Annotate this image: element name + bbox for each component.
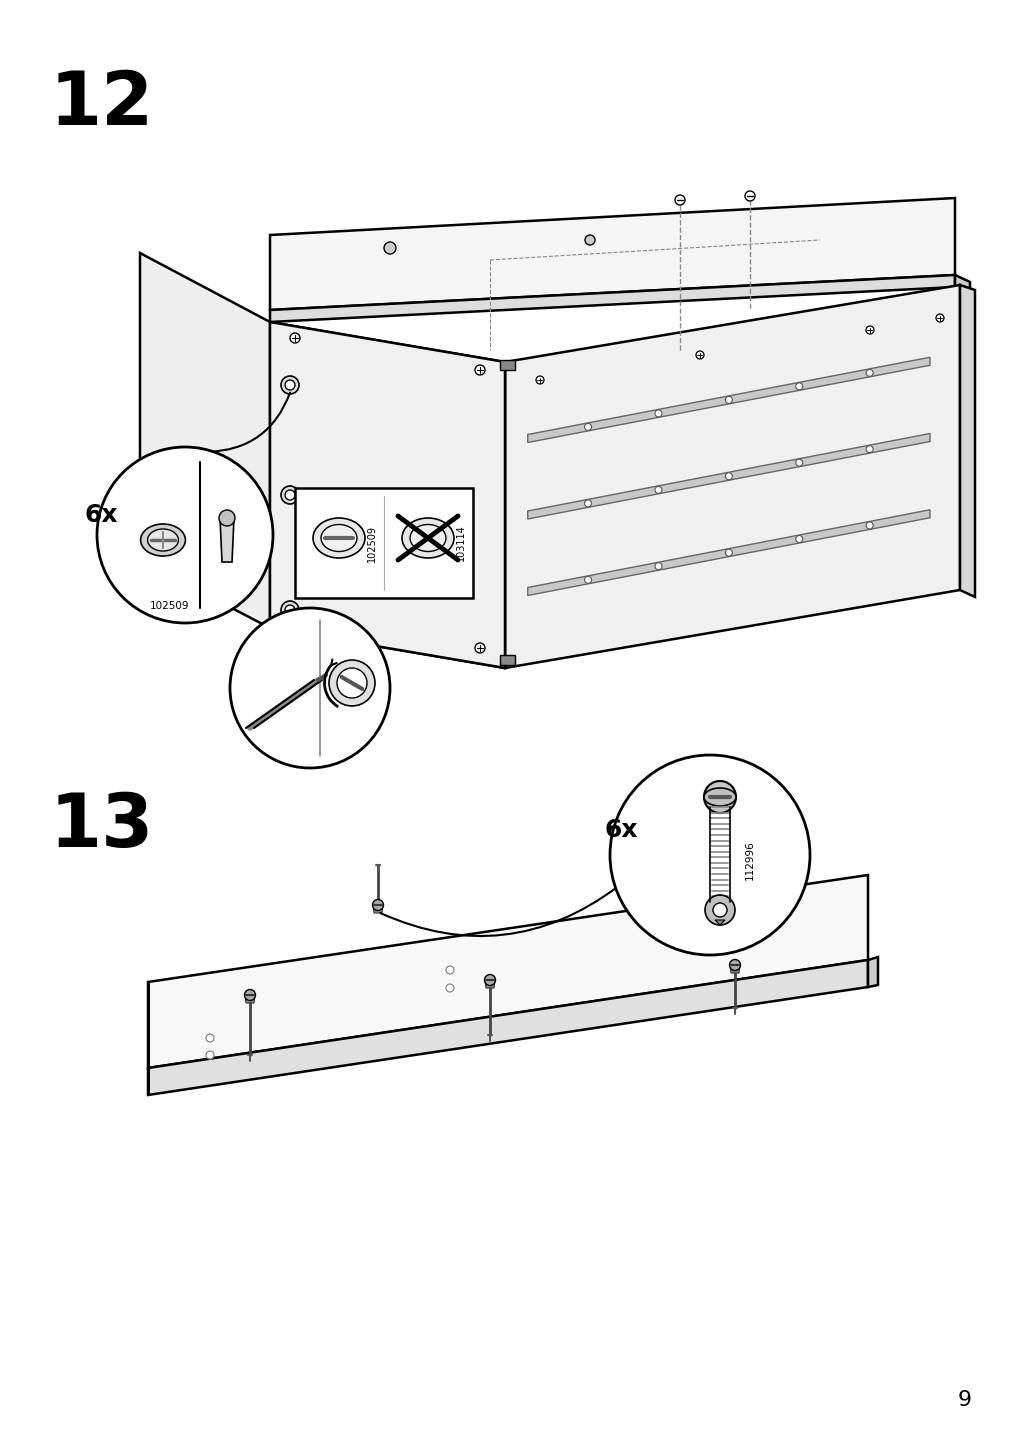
Circle shape [654,563,661,570]
Circle shape [675,937,683,944]
Polygon shape [148,959,867,1095]
Text: 12: 12 [50,67,154,140]
Circle shape [674,195,684,205]
Polygon shape [954,275,969,294]
Polygon shape [959,285,974,597]
Circle shape [935,314,943,322]
Ellipse shape [329,660,375,706]
Ellipse shape [148,528,178,551]
Circle shape [97,447,273,623]
Circle shape [474,365,484,375]
Text: 6x: 6x [605,818,638,842]
Ellipse shape [141,524,185,556]
Circle shape [584,500,591,507]
Circle shape [206,1051,213,1060]
Circle shape [865,369,872,377]
Circle shape [610,755,809,955]
Circle shape [372,899,383,911]
Ellipse shape [704,788,735,806]
Circle shape [285,490,295,500]
Circle shape [584,424,591,431]
Polygon shape [729,965,739,972]
Circle shape [281,485,298,504]
Circle shape [729,959,740,971]
Circle shape [865,445,872,453]
Circle shape [281,377,298,394]
FancyBboxPatch shape [295,488,472,599]
Text: 9: 9 [957,1390,972,1411]
Circle shape [865,326,874,334]
Circle shape [725,397,732,404]
Polygon shape [527,434,929,518]
Polygon shape [484,979,494,988]
Circle shape [795,382,802,390]
Polygon shape [527,510,929,596]
Polygon shape [140,253,270,629]
Polygon shape [499,359,515,369]
Circle shape [474,643,484,653]
Polygon shape [219,518,234,561]
Ellipse shape [409,524,446,551]
Circle shape [446,984,454,992]
Circle shape [713,904,726,916]
Circle shape [744,190,754,200]
Polygon shape [148,875,867,1068]
Circle shape [619,875,630,885]
Text: 103114: 103114 [456,524,465,561]
Circle shape [865,521,872,528]
Text: 102509: 102509 [150,601,190,611]
Circle shape [675,921,683,929]
Circle shape [584,576,591,583]
Circle shape [281,601,298,619]
Circle shape [654,410,661,417]
Polygon shape [867,957,878,987]
Circle shape [795,536,802,543]
Text: 13: 13 [50,790,155,863]
Ellipse shape [401,518,454,558]
Text: 102509: 102509 [367,524,377,561]
Circle shape [218,510,235,526]
Circle shape [705,895,734,925]
Ellipse shape [337,667,367,697]
Text: 112996: 112996 [744,841,754,879]
Circle shape [584,235,594,245]
Circle shape [484,975,495,985]
Circle shape [795,460,802,467]
Circle shape [696,351,704,359]
Circle shape [290,334,299,344]
Circle shape [206,1034,213,1042]
Polygon shape [373,905,382,914]
Polygon shape [270,322,504,667]
Circle shape [536,377,544,384]
Polygon shape [270,275,954,322]
Polygon shape [245,995,255,1002]
Circle shape [285,604,295,614]
Circle shape [245,990,255,1001]
Polygon shape [270,322,504,667]
Circle shape [383,242,395,253]
Circle shape [725,548,732,556]
Circle shape [446,967,454,974]
Text: 6x: 6x [85,503,118,527]
Polygon shape [270,198,954,309]
Circle shape [654,487,661,493]
Polygon shape [715,919,724,925]
Circle shape [704,780,735,813]
Circle shape [229,609,389,768]
Polygon shape [620,881,630,888]
Polygon shape [499,654,515,664]
Polygon shape [504,285,959,667]
Circle shape [725,473,732,480]
Polygon shape [527,357,929,442]
Ellipse shape [312,518,365,558]
Circle shape [285,379,295,390]
Ellipse shape [320,524,357,551]
